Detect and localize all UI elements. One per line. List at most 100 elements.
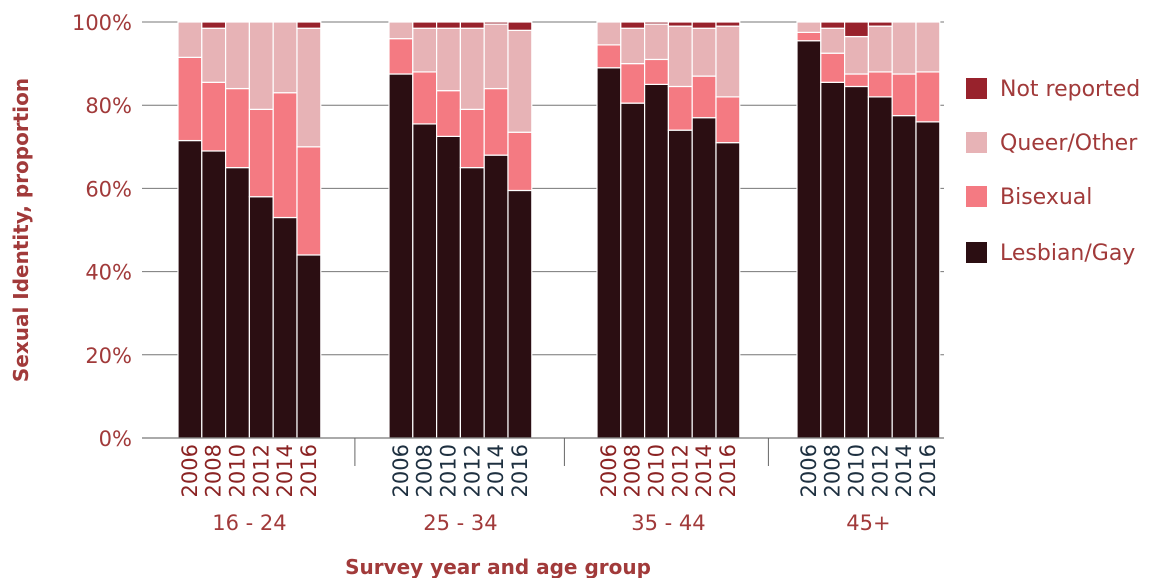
bar-segment-bisexual xyxy=(459,108,485,169)
x-tick-label: 2012 xyxy=(249,444,273,497)
x-tick-label: 2006 xyxy=(797,444,821,497)
bar-segment-lesbian-gay xyxy=(915,121,941,439)
bar-segment-queer-other xyxy=(296,27,322,148)
x-tick-label: 2014 xyxy=(692,444,716,497)
x-tick-label: 2006 xyxy=(178,444,202,497)
legend: Not reported Queer/Other Bisexual Lesbian/G… xyxy=(966,77,1140,266)
bar-segment-bisexual xyxy=(643,58,669,85)
bar-segment-bisexual xyxy=(177,56,203,142)
axes: 0% 20% 40% 60% 80% 100% xyxy=(72,11,944,451)
bar-segment-bisexual xyxy=(225,87,251,169)
bar-segment-bisexual xyxy=(248,108,274,198)
bar-segment-queer-other xyxy=(715,25,741,98)
bar-segment-not-reported xyxy=(459,21,485,29)
bar-segment-bisexual xyxy=(436,90,462,137)
legend-swatch xyxy=(966,132,987,153)
bar-segment-lesbian-gay xyxy=(620,102,646,439)
bar-segment-queer-other xyxy=(667,25,693,88)
x-tick-label: 2012 xyxy=(868,444,892,497)
bar-segment-queer-other xyxy=(867,25,893,73)
bar-segment-lesbian-gay xyxy=(820,81,846,439)
bar-segment-lesbian-gay xyxy=(643,83,669,439)
bar-segment-not-reported xyxy=(436,21,462,29)
bar-segment-queer-other xyxy=(891,21,917,75)
x-axis-title: Survey year and age group xyxy=(345,555,651,578)
bar-segment-lesbian-gay xyxy=(388,73,414,439)
bar-segment-lesbian-gay xyxy=(248,196,274,439)
bar-segment-lesbian-gay xyxy=(596,67,622,439)
bar-segment-queer-other xyxy=(412,27,438,73)
bar-segment-queer-other xyxy=(643,23,669,61)
bar-segment-queer-other xyxy=(459,27,485,110)
bar-segment-not-reported xyxy=(643,21,669,25)
bar-segment-not-reported xyxy=(715,21,741,27)
bar-segment-lesbian-gay xyxy=(691,117,717,439)
legend-label: Queer/Other xyxy=(1000,131,1138,156)
legend-label: Lesbian/Gay xyxy=(1000,241,1135,266)
bar-segment-lesbian-gay xyxy=(459,167,485,439)
bar-segment-queer-other xyxy=(820,27,846,54)
bar-segment-lesbian-gay xyxy=(296,254,322,439)
x-tick-label: 2014 xyxy=(892,444,916,497)
bar-segment-bisexual xyxy=(891,73,917,117)
bar-segment-queer-other xyxy=(843,35,869,75)
y-tick-label: 60% xyxy=(85,177,132,201)
bar-segment-queer-other xyxy=(620,27,646,65)
bar-segment-bisexual xyxy=(388,38,414,75)
bar-segment-lesbian-gay xyxy=(412,123,438,439)
bar-segment-bisexual xyxy=(272,92,298,219)
legend-swatch xyxy=(966,78,987,99)
bar-segment-queer-other xyxy=(596,21,622,46)
bar-segment-queer-other xyxy=(691,27,717,77)
bar-segment-queer-other xyxy=(796,21,822,33)
group-label: 25 - 34 xyxy=(423,511,497,535)
x-tick-label: 2012 xyxy=(460,444,484,497)
bar-segment-not-reported xyxy=(843,21,869,38)
x-tick-label: 2006 xyxy=(389,444,413,497)
bar-segment-not-reported xyxy=(667,21,693,27)
bar-segment-queer-other xyxy=(915,21,941,73)
legend-label: Bisexual xyxy=(1000,185,1092,210)
x-tick-label: 2012 xyxy=(668,444,692,497)
y-axis-title: Sexual Identity, proportion xyxy=(9,78,33,382)
bar-segment-bisexual xyxy=(412,71,438,125)
x-tick-label: 2016 xyxy=(716,444,740,497)
bar-segment-lesbian-gay xyxy=(796,40,822,439)
x-tick-label: 2010 xyxy=(226,444,250,497)
bar-segment-bisexual xyxy=(483,87,509,156)
bar-segment-not-reported xyxy=(201,21,227,29)
bar-segment-lesbian-gay xyxy=(436,135,462,439)
y-tick-label: 40% xyxy=(85,261,132,285)
bar-segment-queer-other xyxy=(483,23,509,90)
bar-segment-queer-other xyxy=(388,21,414,40)
bar-segment-bisexual xyxy=(796,31,822,42)
bar-segment-bisexual xyxy=(715,96,741,144)
bar-segment-queer-other xyxy=(225,21,251,90)
bar-segment-bisexual xyxy=(915,71,941,123)
group-label: 45+ xyxy=(846,511,890,535)
bar-segment-queer-other xyxy=(201,27,227,83)
x-tick-label: 2006 xyxy=(597,444,621,497)
y-tick-label: 80% xyxy=(85,94,132,118)
x-tick-label: 2010 xyxy=(437,444,461,497)
bar-segment-lesbian-gay xyxy=(891,114,917,439)
bar-segment-lesbian-gay xyxy=(867,96,893,439)
bar-segment-queer-other xyxy=(272,21,298,94)
bar-segment-not-reported xyxy=(867,21,893,27)
legend-swatch xyxy=(966,242,987,263)
y-tick-label: 0% xyxy=(99,427,132,451)
x-tick-label: 2008 xyxy=(821,444,845,497)
bar-segment-not-reported xyxy=(691,21,717,29)
x-tick-label: 2008 xyxy=(621,444,645,497)
group-label: 35 - 44 xyxy=(631,511,705,535)
bar-segment-queer-other xyxy=(177,21,203,58)
bar-segment-not-reported xyxy=(820,21,846,29)
bar-segment-queer-other xyxy=(436,27,462,92)
bar-segment-lesbian-gay xyxy=(201,150,227,439)
bar-segment-bisexual xyxy=(867,71,893,98)
x-tick-label: 2008 xyxy=(202,444,226,497)
bar-segment-bisexual xyxy=(296,146,322,256)
bar-segment-lesbian-gay xyxy=(225,167,251,439)
